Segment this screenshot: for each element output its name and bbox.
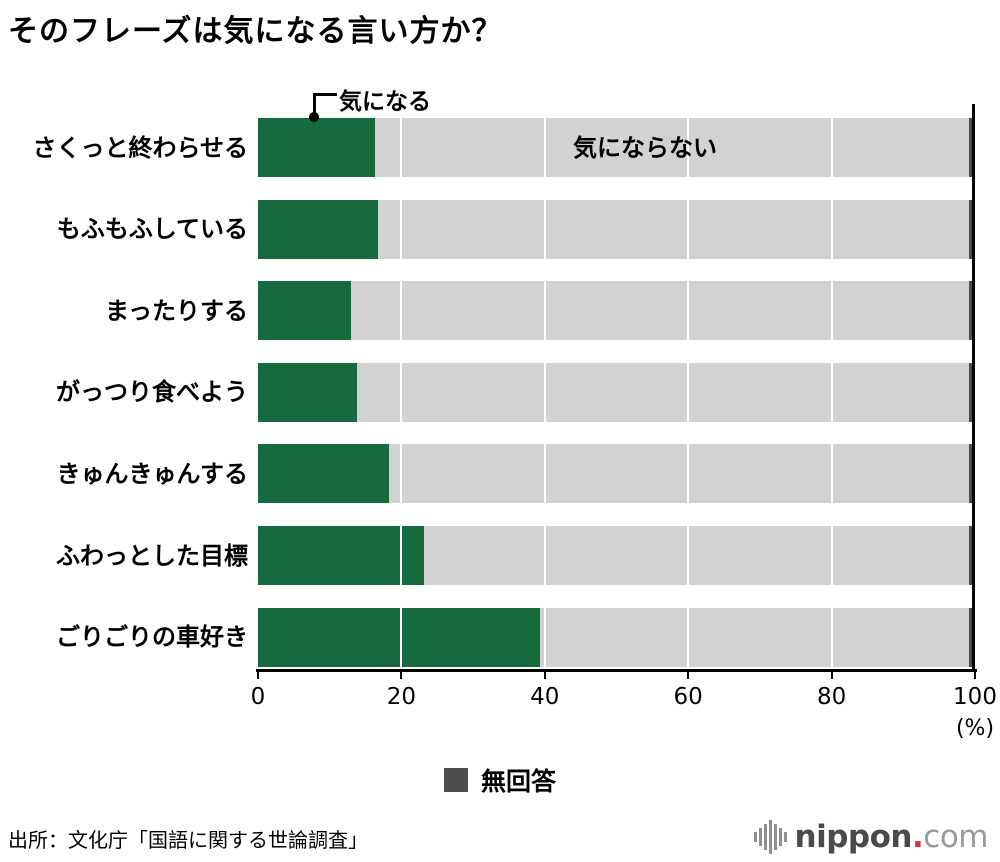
bar-segment-concerned — [258, 526, 425, 585]
gridline-80 — [830, 108, 833, 668]
annotation-not-concerned-label: 気にならない — [573, 134, 717, 162]
gridline-40 — [543, 108, 546, 668]
gridline-20 — [400, 108, 403, 668]
logo-wordmark: nippon.com — [794, 819, 989, 855]
bar-segment-not-concerned — [374, 118, 970, 177]
bar-segment-not-concerned — [539, 607, 970, 667]
bar-segment-not-concerned — [377, 199, 970, 259]
legend-no-answer-swatch — [443, 768, 468, 792]
bar-segment-not-concerned — [389, 444, 970, 504]
gridline-60 — [687, 108, 690, 668]
annotation-connector-horizontal — [313, 93, 337, 96]
x-tick-label-80: 80 — [816, 684, 847, 710]
chart-title: そのフレーズは気になる言い方か？ — [8, 14, 503, 49]
bar-segment-concerned — [258, 281, 352, 341]
annotation-concerned-label: 気になる — [339, 89, 431, 115]
x-tick-label-20: 20 — [386, 684, 417, 710]
category-label: まったりする — [104, 296, 248, 325]
soundwave-icon — [753, 820, 787, 854]
bar-segment-not-concerned — [356, 362, 970, 422]
annotation-dot — [309, 112, 319, 122]
category-label: がっつり食べよう — [56, 378, 248, 407]
x-axis-line — [256, 669, 977, 672]
bar-segment-not-concerned — [424, 526, 970, 585]
x-tick-label-0: 0 — [250, 684, 266, 710]
category-label: ふわっとした目標 — [56, 541, 248, 570]
bar-segment-concerned — [258, 444, 390, 504]
logo-com-text: com — [923, 819, 988, 855]
axis-right-boundary-line — [972, 104, 975, 670]
x-tick-mark-40 — [543, 672, 546, 679]
bar-segment-concerned — [258, 118, 375, 177]
x-tick-label-100: 100 — [953, 684, 997, 710]
x-tick-label-60: 60 — [673, 684, 703, 710]
annotation-connector-vertical — [313, 93, 316, 116]
x-tick-mark-100 — [974, 672, 976, 679]
category-label: きゅんきゅんする — [56, 459, 248, 488]
category-label: もふもふしている — [56, 215, 248, 244]
legend-no-answer-label: 無回答 — [480, 767, 556, 796]
category-label: さくっと終わらせる — [32, 133, 248, 162]
bar-segment-concerned — [258, 607, 540, 667]
nippon-com-logo: nippon.com — [753, 818, 988, 856]
category-label: ごりごりの車好き — [56, 623, 248, 652]
bar-segment-concerned — [258, 362, 357, 422]
x-tick-label-40: 40 — [530, 684, 560, 710]
x-tick-mark-20 — [400, 672, 403, 679]
bar-segment-concerned — [258, 199, 378, 259]
x-axis-unit-label: (%) — [955, 716, 995, 741]
logo-dot-text: . — [912, 819, 924, 855]
x-tick-mark-80 — [830, 672, 833, 679]
x-tick-mark-60 — [687, 672, 690, 679]
source-attribution: 出所：文化庁「国語に関する世論調査」 — [8, 828, 368, 852]
bar-segment-not-concerned — [351, 281, 970, 341]
legend: 無回答 — [0, 762, 1000, 798]
logo-nippon-text: nippon — [794, 819, 913, 855]
x-tick-mark-0 — [257, 672, 259, 679]
